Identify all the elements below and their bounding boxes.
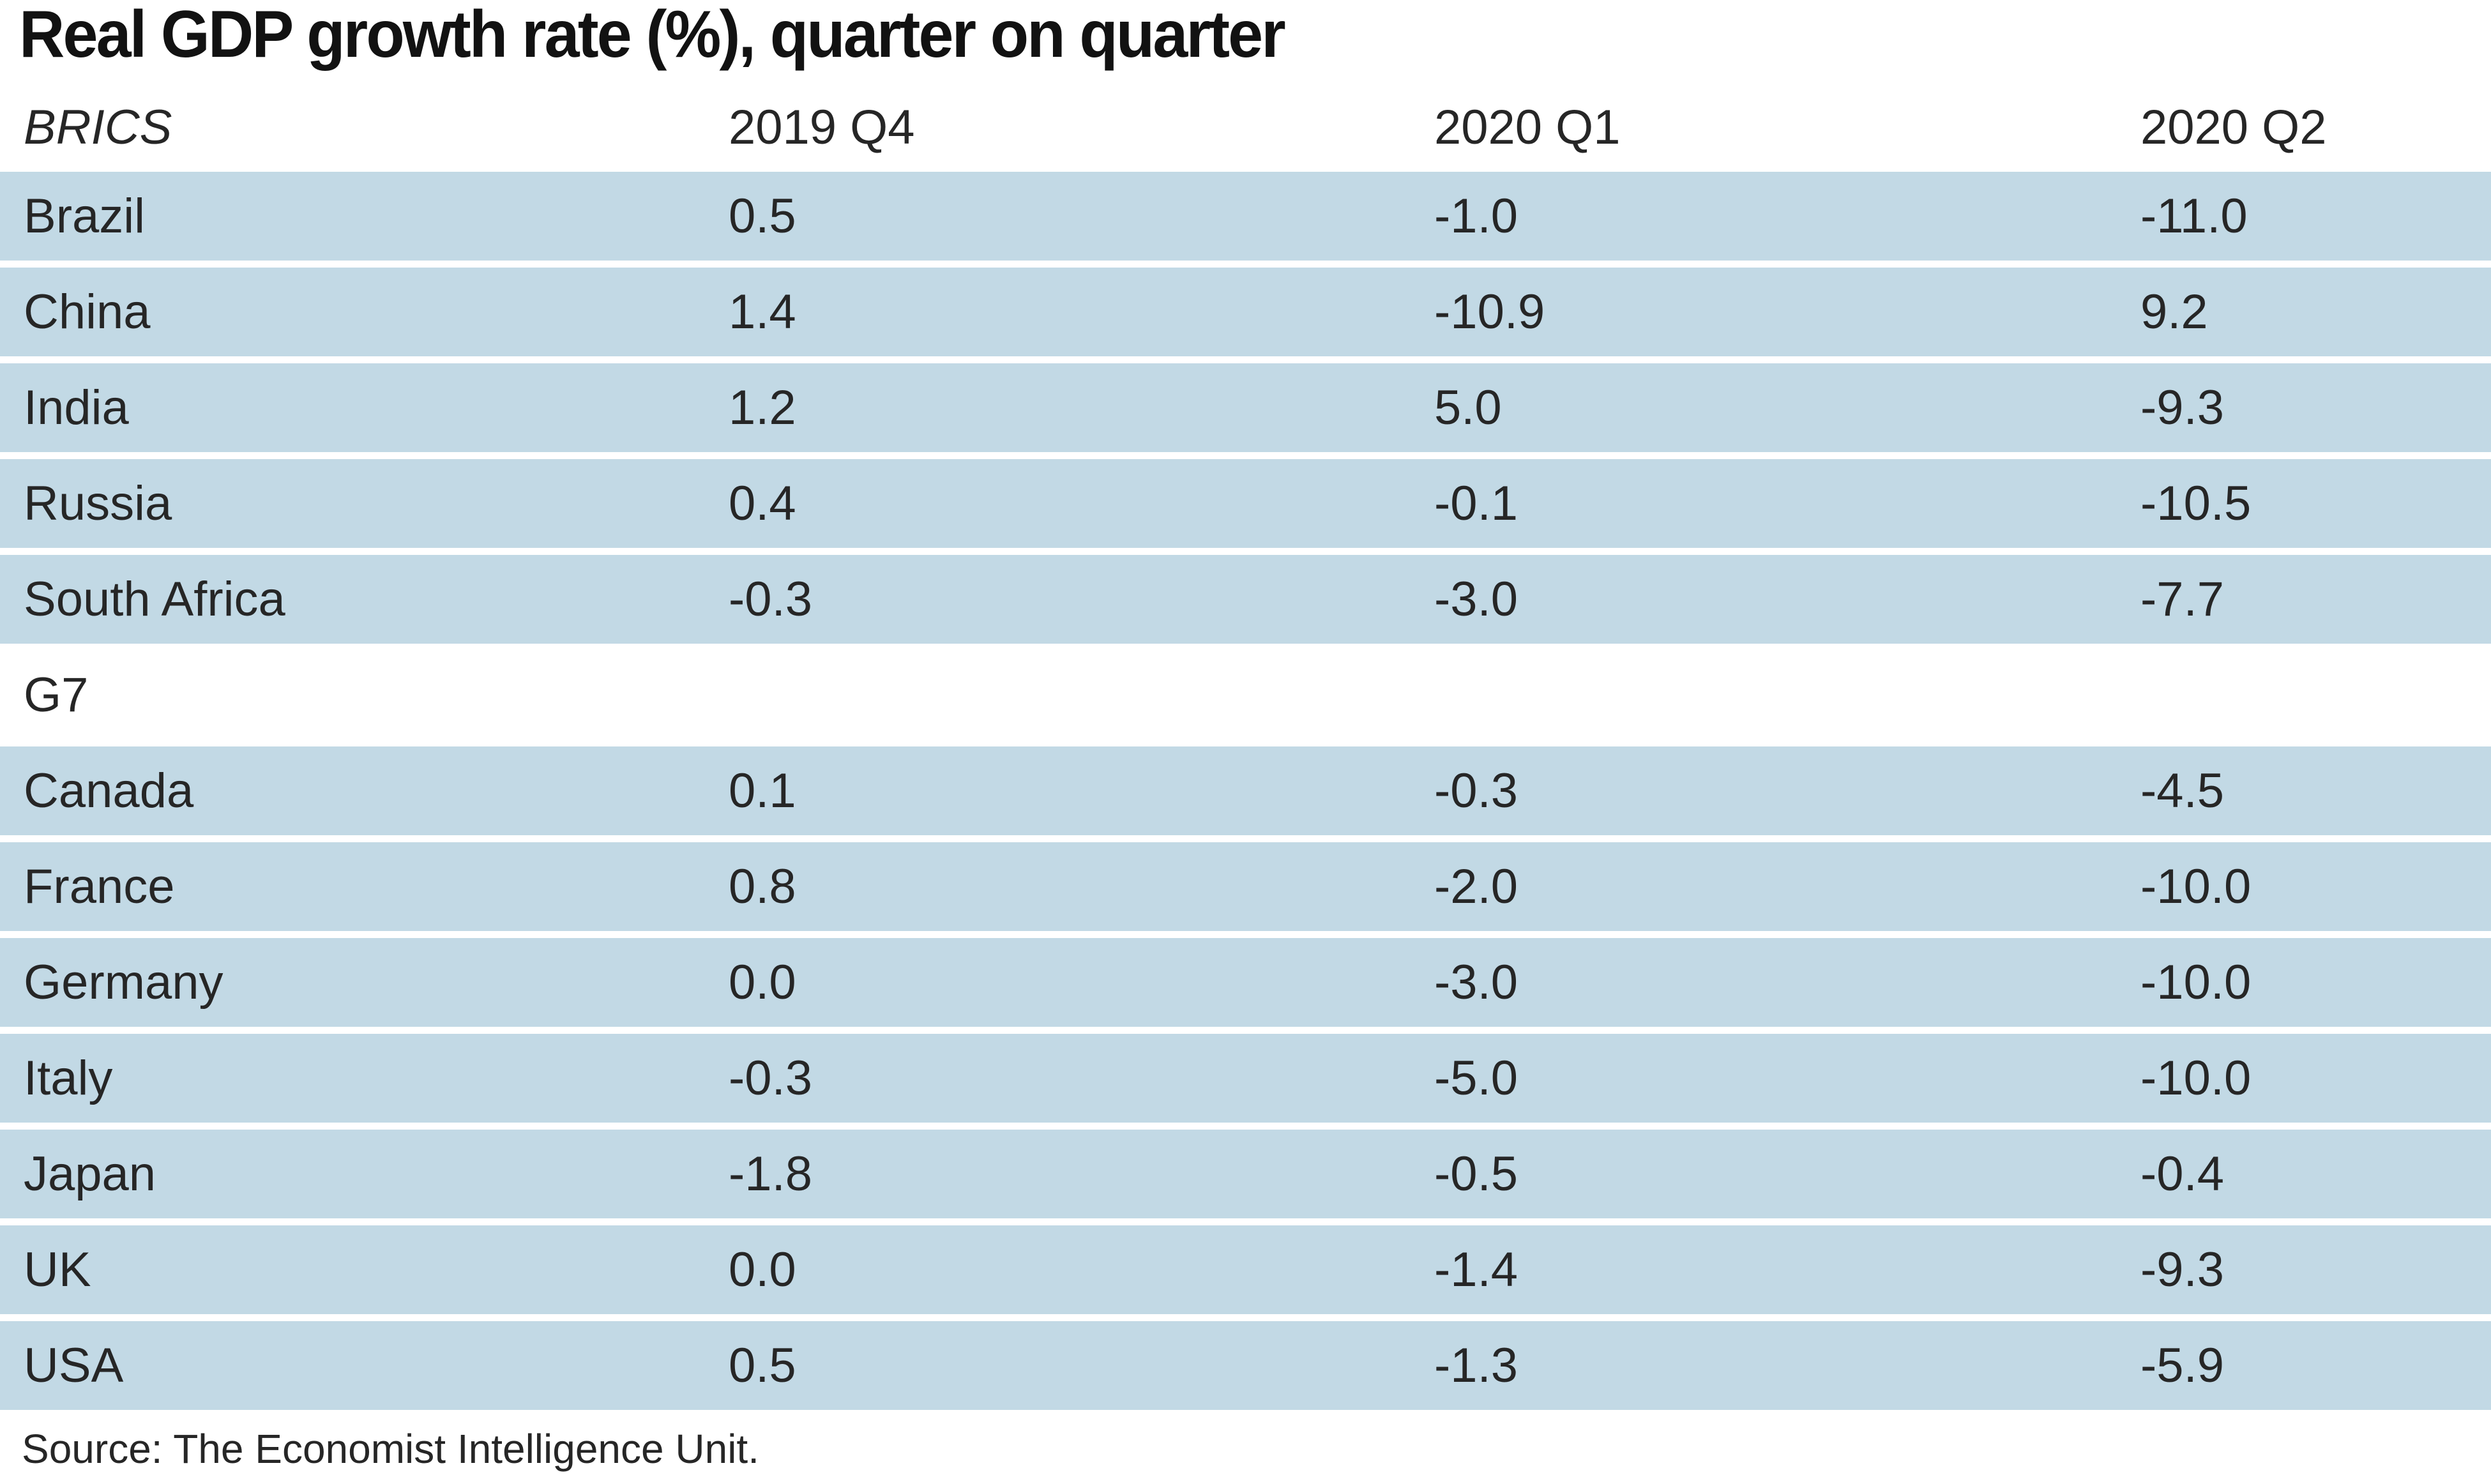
value-cell: 0.8 [729,859,796,914]
value-cell: -1.0 [1434,188,1518,243]
value-cell: -3.0 [1434,572,1518,626]
value-cell: -0.5 [1434,1146,1518,1201]
table-row-canada: Canada 0.1 -0.3 -4.5 [0,746,2491,835]
value-cell: 9.2 [2140,284,2208,339]
row-label: India [24,380,129,435]
value-cell: -0.3 [729,572,812,626]
value-cell: -0.3 [729,1050,812,1105]
row-label: China [24,284,151,339]
value-cell: 0.0 [729,955,796,1010]
value-cell: -1.4 [1434,1242,1518,1297]
table-row-usa: USA 0.5 -1.3 -5.9 [0,1321,2491,1410]
row-label: UK [24,1242,91,1297]
section-label-g7: G7 [24,667,89,722]
value-cell: 0.1 [729,763,796,818]
table-header-row: BRICS 2019 Q4 2020 Q1 2020 Q2 [0,75,2491,165]
value-cell: -0.1 [1434,476,1518,531]
value-cell: -10.0 [2140,1050,2252,1105]
gdp-table: BRICS 2019 Q4 2020 Q1 2020 Q2 Brazil 0.5… [0,75,2491,1417]
table-row-china: China 1.4 -10.9 9.2 [0,268,2491,356]
value-cell: -11.0 [2140,188,2248,243]
column-header-2020-q1: 2020 Q1 [1434,100,1621,155]
row-label: France [24,859,175,914]
table-row-brazil: Brazil 0.5 -1.0 -11.0 [0,172,2491,261]
value-cell: -9.3 [2140,380,2224,435]
value-cell: -1.8 [729,1146,812,1201]
value-cell: -2.0 [1434,859,1518,914]
row-label: USA [24,1338,124,1393]
value-cell: -0.3 [1434,763,1518,818]
column-header-2020-q2: 2020 Q2 [2140,100,2327,155]
value-cell: -0.4 [2140,1146,2224,1201]
value-cell: -4.5 [2140,763,2224,818]
table-row-india: India 1.2 5.0 -9.3 [0,363,2491,452]
row-label: Italy [24,1050,113,1105]
value-cell: -9.3 [2140,1242,2224,1297]
row-label: Germany [24,955,223,1010]
table-row-uk: UK 0.0 -1.4 -9.3 [0,1225,2491,1314]
row-label: Japan [24,1146,156,1201]
row-label: South Africa [24,572,285,626]
column-header-2019-q4: 2019 Q4 [729,100,915,155]
row-label: Russia [24,476,172,531]
value-cell: 0.0 [729,1242,796,1297]
value-cell: 1.4 [729,284,796,339]
table-row-france: France 0.8 -2.0 -10.0 [0,842,2491,931]
column-header-group-brics: BRICS [24,100,172,155]
value-cell: -5.9 [2140,1338,2224,1393]
value-cell: 0.5 [729,188,796,243]
table-row-south-africa: South Africa -0.3 -3.0 -7.7 [0,555,2491,644]
row-label: Brazil [24,188,146,243]
value-cell: -3.0 [1434,955,1518,1010]
value-cell: -5.0 [1434,1050,1518,1105]
value-cell: -10.5 [2140,476,2252,531]
row-label: Canada [24,763,194,818]
value-cell: 5.0 [1434,380,1502,435]
value-cell: -10.0 [2140,955,2252,1010]
value-cell: -1.3 [1434,1338,1518,1393]
value-cell: -7.7 [2140,572,2224,626]
table-section-header-g7: G7 [0,651,2491,739]
table-row-italy: Italy -0.3 -5.0 -10.0 [0,1034,2491,1123]
source-note: Source: The Economist Intelligence Unit. [22,1426,759,1472]
value-cell: 0.5 [729,1338,796,1393]
value-cell: 0.4 [729,476,796,531]
table-row-japan: Japan -1.8 -0.5 -0.4 [0,1130,2491,1218]
page-title: Real GDP growth rate (%), quarter on qua… [19,0,1286,72]
table-row-russia: Russia 0.4 -0.1 -10.5 [0,459,2491,548]
table-row-germany: Germany 0.0 -3.0 -10.0 [0,938,2491,1027]
value-cell: -10.9 [1434,284,1545,339]
value-cell: -10.0 [2140,859,2252,914]
value-cell: 1.2 [729,380,796,435]
